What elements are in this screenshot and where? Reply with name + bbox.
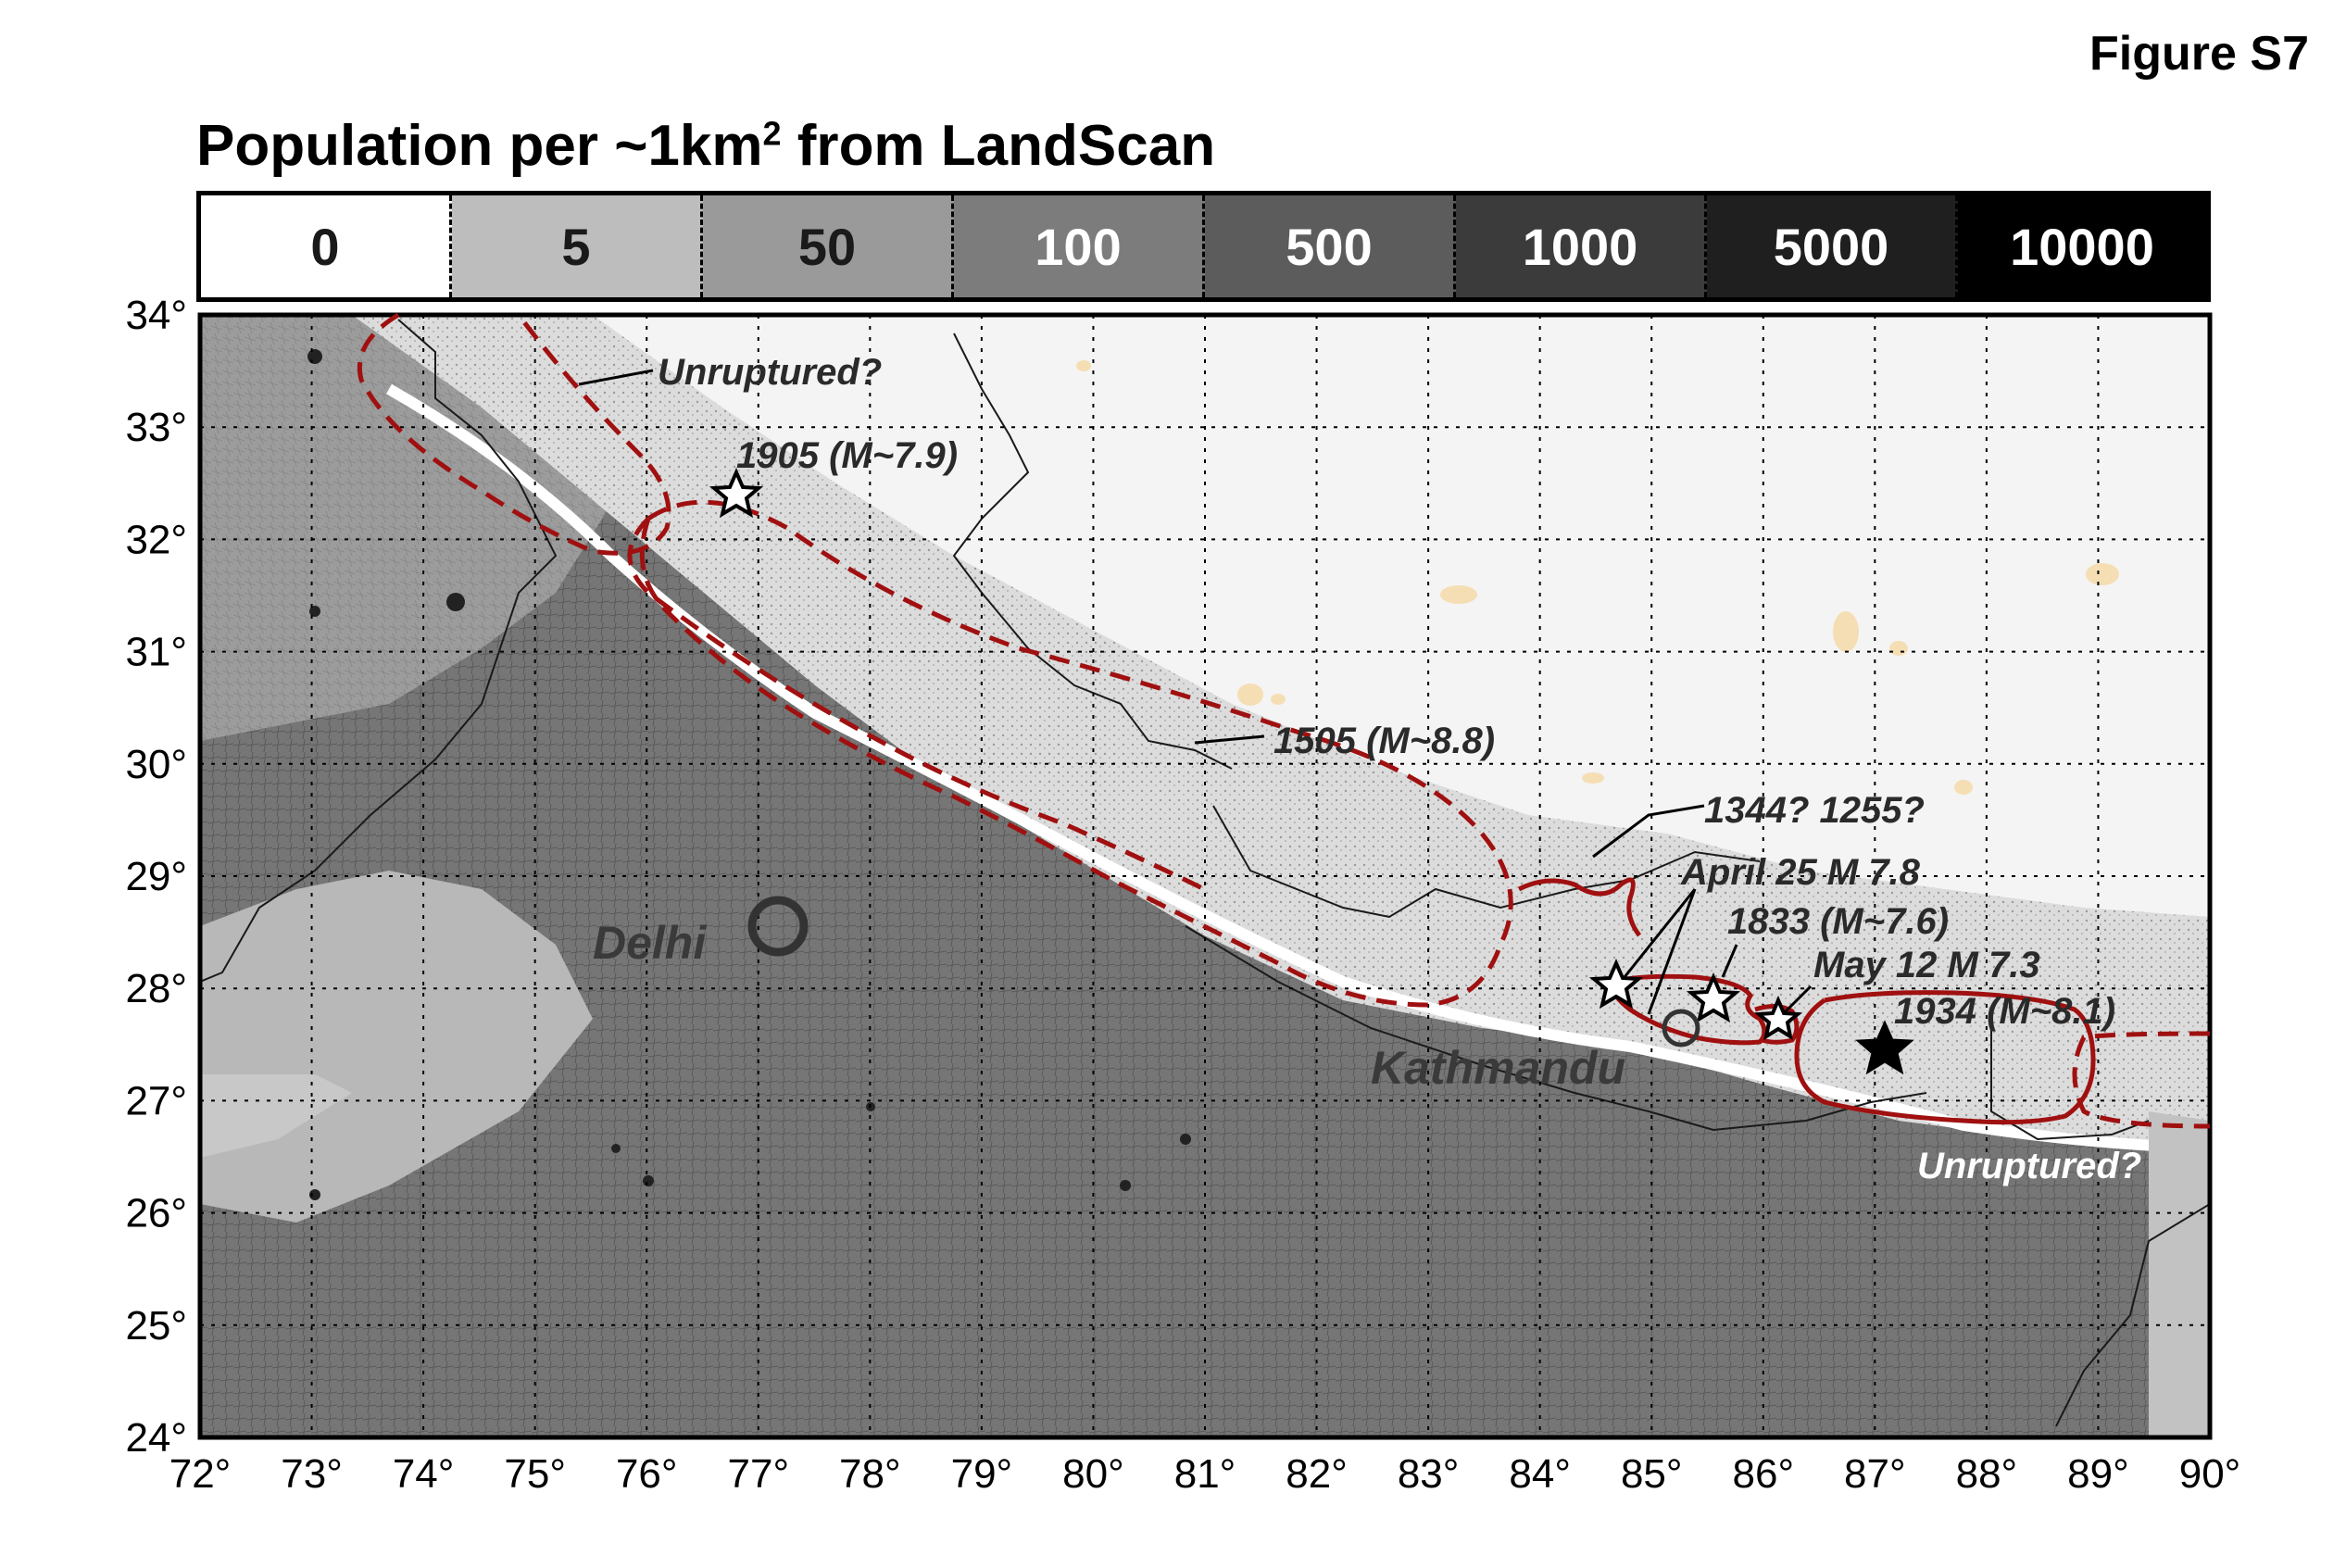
leader-1344 — [1592, 804, 1705, 859]
x-tick-label: 72° — [169, 1451, 232, 1497]
unruptured-east-zone — [2072, 1031, 2211, 1129]
x-tick-label: 85° — [1621, 1451, 1683, 1497]
y-tick-label: 28° — [125, 966, 187, 1011]
rupture-zones-dashed — [357, 312, 2211, 1129]
kathmandu-label: Kathmandu — [1371, 1042, 1625, 1094]
legend-class-1000: 1000 — [1456, 195, 1707, 297]
x-tick-label: 89° — [2067, 1451, 2129, 1497]
map-frame — [197, 312, 2213, 1440]
april25-label: April 25 M 7.8 — [1680, 852, 1921, 893]
y-tick-label: 30° — [125, 742, 187, 787]
leader-may12 — [1781, 985, 1813, 1016]
population-legend: 0 5 50 100 500 1000 5000 10000 — [196, 191, 2211, 302]
april25-rupture-zone — [1609, 973, 1767, 1046]
rupture-1934-zone — [1794, 990, 2096, 1125]
legend-title-text: Population per ~1km — [196, 114, 763, 178]
leader-april25-b — [1647, 888, 1697, 1015]
figure-label: Figure S7 — [2089, 27, 2309, 81]
x-tick-label: 90° — [2179, 1451, 2241, 1497]
rupture-zones-solid — [1517, 877, 2096, 1125]
tibetan-plateau — [593, 315, 2210, 917]
unruptured-west-label: Unruptured? — [658, 352, 882, 393]
city-clusters — [307, 349, 1191, 1200]
eq-1505-label: 1505 (M~8.8) — [1273, 721, 1495, 761]
rupture-1905-zone — [627, 517, 1206, 892]
x-tick-label: 87° — [1844, 1451, 1906, 1497]
x-tick-label: 74° — [393, 1451, 455, 1497]
kathmandu-marker-icon — [1662, 1009, 1700, 1047]
x-tick-label: 78° — [839, 1451, 901, 1497]
leader-1833 — [1721, 944, 1738, 978]
eq-1344-label: 1344? 1255? — [1704, 790, 1925, 831]
y-tick-label: 26° — [125, 1191, 187, 1236]
y-tick-label: 33° — [125, 405, 187, 450]
legend-class-5000: 5000 — [1707, 195, 1958, 297]
x-tick-label: 83° — [1398, 1451, 1460, 1497]
desert-highlight — [200, 1074, 352, 1158]
annotation-leaders — [578, 369, 1813, 1016]
delhi-marker-icon — [747, 896, 809, 957]
star-april25-icon — [1588, 959, 1644, 1010]
thar-desert-region — [200, 871, 593, 1223]
graticule-grid — [200, 315, 2210, 1437]
legend-class-50: 50 — [703, 195, 954, 297]
x-tick-label: 75° — [504, 1451, 566, 1497]
y-tick-label: 24° — [125, 1415, 187, 1461]
legend-title-suffix: from LandScan — [781, 114, 1216, 178]
y-tick-label: 29° — [125, 854, 187, 899]
leader-unruptured-west — [578, 369, 654, 386]
x-tick-label: 81° — [1174, 1451, 1236, 1497]
unruptured-east-label: Unruptured? — [1917, 1146, 2141, 1186]
legend-title: Population per ~1km2 from LandScan — [196, 113, 1215, 179]
eq-1833-label: 1833 (M~7.6) — [1727, 901, 1949, 942]
legend-class-500: 500 — [1205, 195, 1456, 297]
x-tick-label: 82° — [1286, 1451, 1348, 1497]
city-markers — [747, 896, 1700, 1047]
leader-april25-a — [1619, 888, 1697, 983]
y-axis-ticks: 34° 33° 32° 31° 30° 29° 28° 27° 26° 25° 24° — [125, 293, 187, 1461]
x-tick-label: 80° — [1062, 1451, 1124, 1497]
x-tick-label: 86° — [1733, 1451, 1795, 1497]
lakes-group — [1076, 360, 2119, 795]
rupture-1344-zone — [1517, 877, 1642, 937]
may12-label: May 12 M 7.3 — [1813, 945, 2040, 985]
y-tick-label: 32° — [125, 517, 187, 562]
legend-class-10000: 10000 — [1958, 195, 2206, 297]
epicenter-stars — [709, 468, 1914, 1075]
star-1934-icon — [1855, 1020, 1914, 1075]
x-axis-ticks: 72° 73° 74° 75° 76° 77° 78° 79° 80° 81° 82° 83° 84° 8… — [169, 1451, 2241, 1497]
y-tick-label: 31° — [125, 630, 187, 675]
x-tick-label: 73° — [281, 1451, 343, 1497]
star-1833-icon — [1686, 972, 1741, 1023]
eq-1934-label: 1934 (M~8.1) — [1894, 991, 2115, 1032]
eq-1905-label: 1905 (M~7.9) — [736, 435, 958, 476]
y-tick-label: 25° — [125, 1303, 187, 1348]
brahmaputra-plain — [2149, 1111, 2210, 1437]
leader-1505 — [1194, 734, 1265, 745]
x-tick-label: 84° — [1509, 1451, 1571, 1497]
star-may12-icon — [1753, 995, 1803, 1041]
star-1905-icon — [709, 468, 764, 519]
legend-class-100: 100 — [954, 195, 1205, 297]
legend-class-5: 5 — [452, 195, 703, 297]
legend-class-0: 0 — [201, 195, 452, 297]
x-tick-label: 76° — [616, 1451, 678, 1497]
rupture-1505-zone — [639, 499, 1513, 1008]
x-tick-label: 77° — [728, 1451, 790, 1497]
x-tick-label: 79° — [951, 1451, 1013, 1497]
x-tick-label: 88° — [1956, 1451, 2018, 1497]
y-tick-label: 27° — [125, 1078, 187, 1123]
y-tick-label: 34° — [125, 293, 187, 338]
legend-title-superscript: 2 — [762, 114, 782, 153]
delhi-label: Delhi — [593, 917, 707, 969]
